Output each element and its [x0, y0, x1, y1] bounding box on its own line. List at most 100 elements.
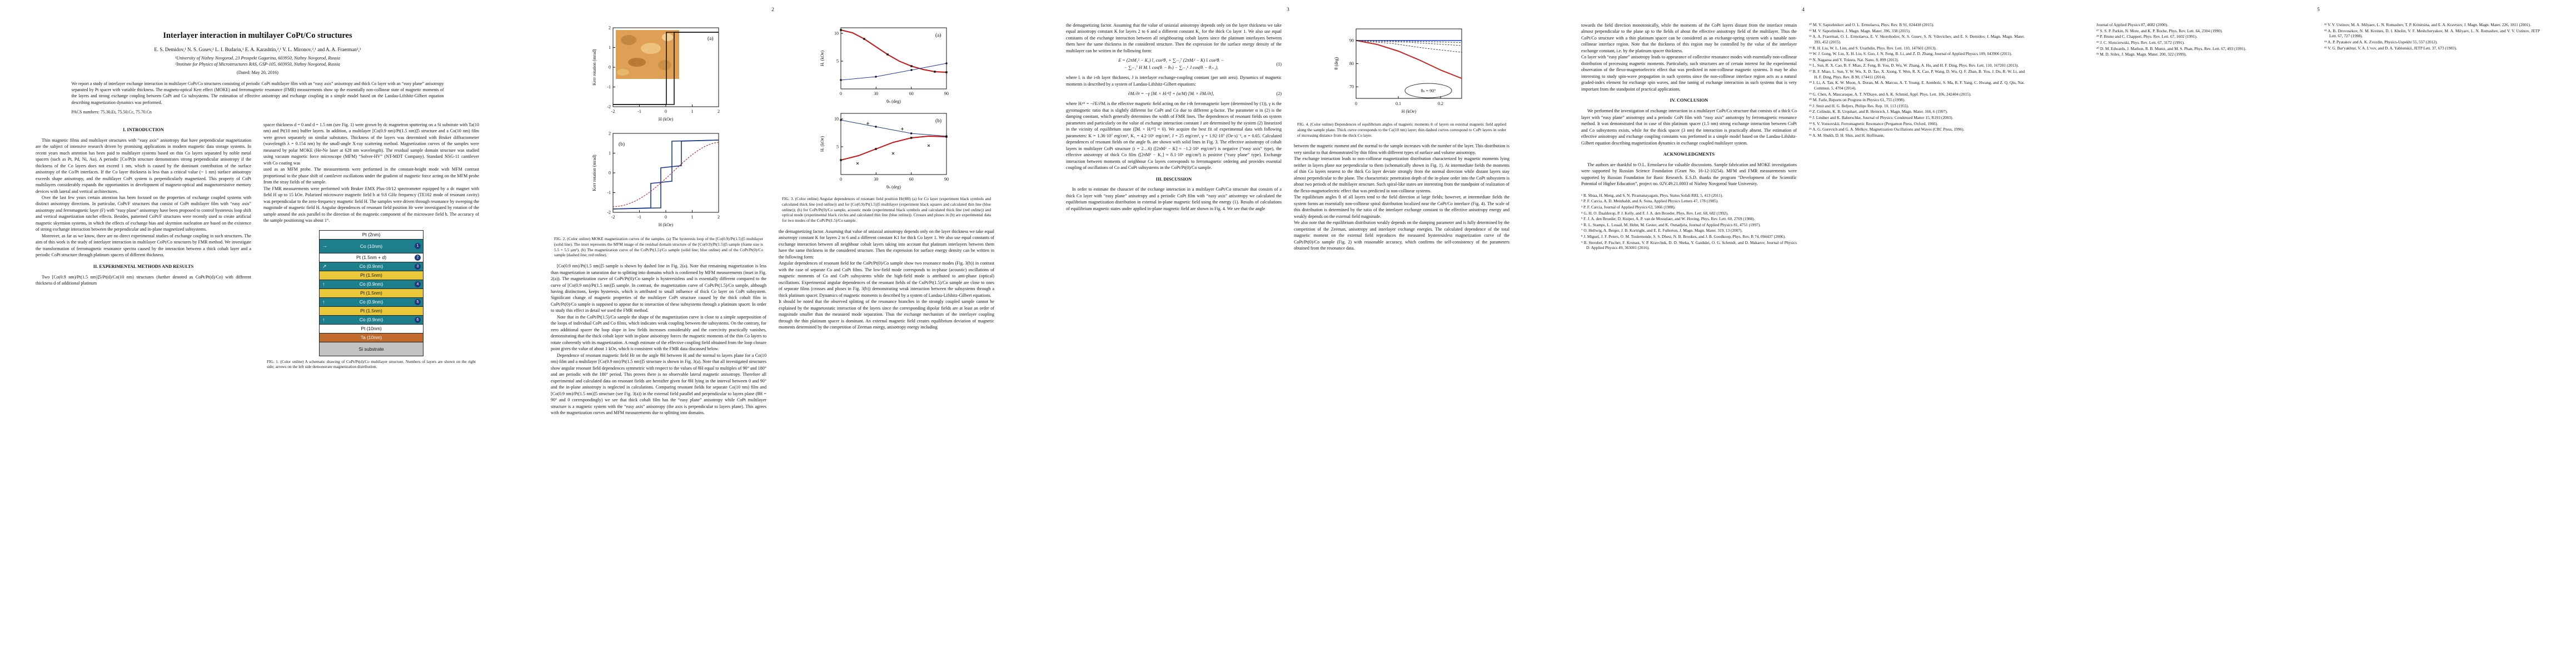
layer-number-badge: 4	[415, 281, 421, 287]
x-tick: 0	[1355, 101, 1357, 106]
reference-item: ³⁰ D. M. Edwards, J. Mathon, R. B. Muniz…	[2096, 46, 2246, 51]
copt-multilayer-curve	[840, 63, 947, 81]
paragraph: Co layer with “easy plane” anisotropy le…	[1581, 54, 1797, 92]
fig3-panel-b: 0 30 60 90 5 10 θₕ (deg) Hᵣ (kOe) (b)	[820, 113, 949, 190]
paragraph: We performed the investigation of exchan…	[1581, 108, 1797, 146]
fig2-panel-a: -2 -1 0 1 2 -2 -1 0 1 2 H (kOe) Kerr rot…	[592, 26, 720, 122]
equation-1-number: (1)	[1276, 61, 1282, 67]
x-axis-label: H (kOe)	[659, 222, 674, 227]
section-conclusion: IV. CONCLUSION	[1670, 98, 1708, 103]
paragraph: The exchange interaction leads to non-co…	[1294, 156, 1509, 193]
authors-line: E. S. Demidov,¹ N. S. Gusev,² L. I. Buda…	[154, 47, 361, 52]
paragraph: Note that in the CoPt/Pt(1.5)/Co sample …	[551, 314, 766, 352]
x-axis-label: H (kOe)	[659, 117, 674, 122]
paragraph: Dependence of resonant magnetic field Hr…	[551, 352, 766, 416]
page-number: 3	[1287, 7, 1289, 13]
data-markers	[840, 29, 948, 81]
reference-item: ¹⁵ N. Nagaosa and Y. Tokura, Nat. Nano. …	[1809, 57, 1899, 62]
paragraph: the demagnetizing factor. Assuming that …	[779, 228, 994, 260]
x-tick: -1	[637, 109, 641, 114]
x-tick: 60	[909, 177, 914, 182]
layer-label: Co (0.9nm)	[359, 281, 383, 287]
fig1-layer: ↑ Co (0.9nm) 4	[319, 279, 423, 289]
fig2-caption: FIG. 2. (Color online) MOKE magnetizatio…	[554, 236, 763, 258]
references-list-2: ¹⁰ M. V. Sapozhnikov and O. L. Ermolaeva…	[1809, 22, 2025, 138]
page1-left-column: I. INTRODUCTION Thin magnetic films and …	[36, 122, 251, 592]
paragraph: Over the last few years certain attentio…	[36, 195, 251, 232]
magnetization-arrow-icon: ↗	[322, 263, 327, 269]
page-2: 2	[515, 0, 1030, 667]
paragraph: the demagnetizing factor. Assuming that …	[1066, 23, 1282, 53]
y-tick: 2	[609, 131, 611, 136]
x-tick: 0.1	[1396, 101, 1401, 106]
paragraph: We also note that the equilibrium distri…	[1294, 220, 1509, 251]
y-tick: 0	[609, 65, 611, 70]
paragraph: The authors are thankful to O.L. Ermolae…	[1581, 162, 1797, 187]
reference-item: ¹⁴ W. J. Gong, W. Liu, X. H. Liu, S. Guo…	[1809, 51, 2012, 57]
fig4-plot: θₕ = 90° 0 0.1 0.2 90 80 70 H (kOe) θ (d…	[1334, 28, 1462, 114]
equation-2-body: ∂Mᵢ/∂t = −γ [Mᵢ × Hᵢᵉᶠᶠ] + (α/M) [Mᵢ × ∂…	[1128, 91, 1214, 96]
acknowledgments-paragraphs: The authors are thankful to O.L. Ermolae…	[1581, 162, 1797, 187]
paragraph: where lᵢ is the i-th layer thickness, J …	[1066, 75, 1282, 87]
y-axis-label: Kerr rotation (mrad)	[592, 49, 597, 86]
reference-item: ² P. F. Carcia, A. D. Meinhaldt, and A. …	[1581, 198, 1719, 204]
page-number: 5	[2317, 7, 2320, 13]
y-tick: 70	[1349, 84, 1354, 89]
layer-number-badge: 2	[415, 254, 421, 261]
panel-label-b: (b)	[619, 141, 625, 147]
reference-item: ³⁴ A. P. Pyatakov and A. K. Zvezdin, Phy…	[2324, 39, 2438, 44]
fig3-panel-a: 0 30 60 90 5 10 θₕ (deg) Hᵣ (kOe) (a)	[820, 27, 949, 104]
x-tick: 60	[909, 91, 914, 96]
page2-right-column: 0 30 60 90 5 10 θₕ (deg) Hᵣ (kOe) (a)	[779, 22, 994, 653]
page-number: 4	[1802, 7, 1805, 13]
reference-item: ³³ A. B. Drovosekov, N. M. Kreines, D. I…	[2324, 28, 2540, 39]
reference-item: ²² Z. Celinski, K. B. Urquhart, and B. H…	[1809, 109, 1948, 115]
axis-ticks	[612, 133, 719, 213]
page1-right-column: spacer thickness d = 0 and d = 1.5 nm (s…	[263, 122, 479, 592]
layer-label: Co (10nm)	[360, 243, 383, 249]
x-tick: 0	[840, 91, 842, 96]
y-axis-label: Hᵣ (kOe)	[820, 51, 825, 67]
reference-item: ⁷ O. Hellwig, A. Berger, J. B. Kortright…	[1581, 228, 1743, 233]
reference-item: ⁶ R. L. Stamps, L. Louail, M. Hehn, M. G…	[1581, 222, 1761, 227]
magnetization-arrow-icon: ↑	[322, 316, 325, 322]
x-tick: 30	[874, 91, 878, 96]
y-tick: -1	[607, 190, 611, 195]
x-tick: 1	[691, 215, 694, 220]
reference-item: ⁵ F. J. A. den Broeder, D. Kuiper, A. P.…	[1581, 216, 1755, 222]
reference-item: ²⁴ S. V. Vonsovskii, Ferromagnetic Reson…	[1809, 121, 1939, 126]
layer-label: Pt (10nm)	[361, 326, 382, 332]
fig1-layer: ↑ Co (0.9nm) 5	[319, 297, 423, 307]
reference-item: ³¹ M. D. Stiles, J. Magn. Magn. Mater. 2…	[2096, 52, 2187, 57]
paragraph: where Hᵢᵉᶠᶠ = −∂E/∂Mᵢ is the effective m…	[1066, 101, 1282, 171]
page2-left-paragraphs: [Co(0.9 nm)/Pt(1.5 nm)]5 sample is shown…	[551, 263, 766, 416]
layer-label: Co (0.9nm)	[359, 263, 383, 270]
reference-item: ²⁰ M. Farle, Reports on Progress in Phys…	[1809, 97, 1905, 103]
layer-number-badge: 5	[415, 298, 421, 305]
y-tick: 10	[834, 31, 839, 36]
reference-item: ¹⁷ B. F. Miao, L. Sun, Y. W. Wu, X. D. T…	[1809, 69, 2025, 79]
reference-item: ²⁹ J. C. Slonczewski, Phys. Rev. Lett. 6…	[2096, 39, 2185, 45]
y-axis-label: θ (deg)	[1334, 57, 1339, 69]
layer-label: Pt (1.5nm)	[360, 290, 382, 296]
x-tick: -1	[637, 215, 641, 220]
axis-ticks	[840, 33, 947, 89]
layer-label: Pt (1.5nm + d)	[356, 255, 387, 261]
pacs-line: PACS numbers: 75.30.Et, 75.50.Cc, 75.70.…	[71, 109, 152, 115]
paragraph: towards the field direction monotonicall…	[1581, 23, 1797, 53]
copt-layer-curve-1	[1356, 40, 1462, 53]
y-axis-label: Hᵣ (kOe)	[820, 136, 825, 152]
data-markers	[840, 119, 948, 161]
x-tick: 0	[665, 109, 667, 114]
page3-left-column: the demagnetizing factor. Assuming that …	[1066, 22, 1282, 653]
reference-item: ⁸ J. Miguel, J. F. Peters, O. M. Toulemo…	[1581, 234, 1786, 240]
cross-markers	[856, 122, 930, 165]
paragraph: The FMR measurements were performed with…	[263, 186, 479, 223]
reference-item: ¹⁹ G. Chen, A. Mascaraque, A. T. N'Diaye…	[1809, 91, 1971, 97]
conclusion-paragraphs: We performed the investigation of exchan…	[1581, 108, 1797, 146]
magnetization-arrow-icon: ↑	[322, 281, 325, 287]
reference-item: ²⁶ A. M. Shukh, D. H. Shin, and H. Hoffm…	[1809, 132, 1885, 138]
layer-label: Ta (10nm)	[360, 335, 382, 341]
reference-item: ³² V. V. Ustinov, M. A. Milyaev, L. N. R…	[2324, 22, 2531, 27]
